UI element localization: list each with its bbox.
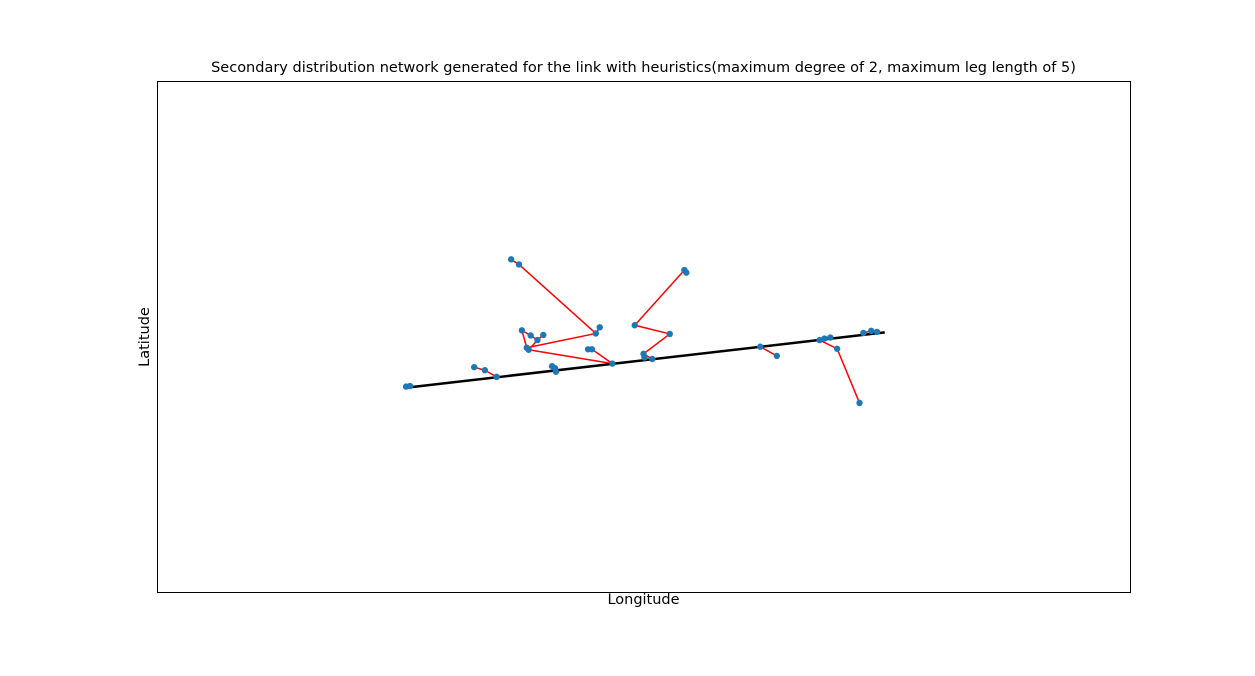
- node-point-24: [649, 355, 656, 363]
- edge-line-19: [643, 333, 671, 355]
- network-nodes: [402, 256, 881, 407]
- axes-frame: [157, 81, 1131, 593]
- node-point-37: [873, 328, 881, 336]
- node-point-12: [540, 331, 547, 339]
- edge-line-17: [634, 269, 685, 326]
- node-point-20: [609, 360, 616, 367]
- node-point-21: [631, 322, 638, 329]
- edge-line-16: [634, 324, 670, 335]
- node-point-27: [683, 269, 690, 276]
- network-edges: [405, 258, 878, 404]
- node-point-29: [773, 352, 781, 360]
- node-point-35: [860, 329, 867, 337]
- node-point-2: [470, 363, 478, 371]
- x-axis-label: Longitude: [607, 592, 680, 608]
- edge-line-4: [518, 263, 597, 334]
- edge-line-26: [836, 348, 861, 404]
- node-point-23: [640, 350, 647, 358]
- edge-line-13: [528, 349, 613, 365]
- node-point-19: [596, 324, 603, 331]
- node-point-3: [481, 367, 489, 374]
- node-point-15: [552, 368, 560, 375]
- node-point-36: [867, 327, 875, 335]
- node-point-32: [827, 334, 834, 341]
- node-point-6: [515, 261, 523, 268]
- node-point-5: [507, 256, 515, 263]
- node-point-1: [406, 382, 414, 390]
- node-point-18: [592, 330, 600, 337]
- node-point-31: [821, 335, 828, 342]
- node-point-28: [757, 343, 764, 350]
- node-point-33: [833, 345, 841, 352]
- edge-line-25: [819, 339, 838, 350]
- node-point-9: [525, 346, 532, 353]
- node-point-34: [856, 399, 863, 407]
- node-point-4: [493, 373, 500, 381]
- node-point-10: [527, 332, 534, 339]
- node-point-11: [534, 336, 541, 344]
- edge-line-30: [526, 332, 596, 349]
- node-point-30: [816, 336, 823, 344]
- node-point-7: [518, 327, 526, 334]
- node-point-17: [588, 346, 596, 353]
- edge-line-15: [591, 348, 613, 365]
- chart-title: Secondary distribution network generated…: [211, 60, 1076, 76]
- node-point-25: [666, 330, 673, 338]
